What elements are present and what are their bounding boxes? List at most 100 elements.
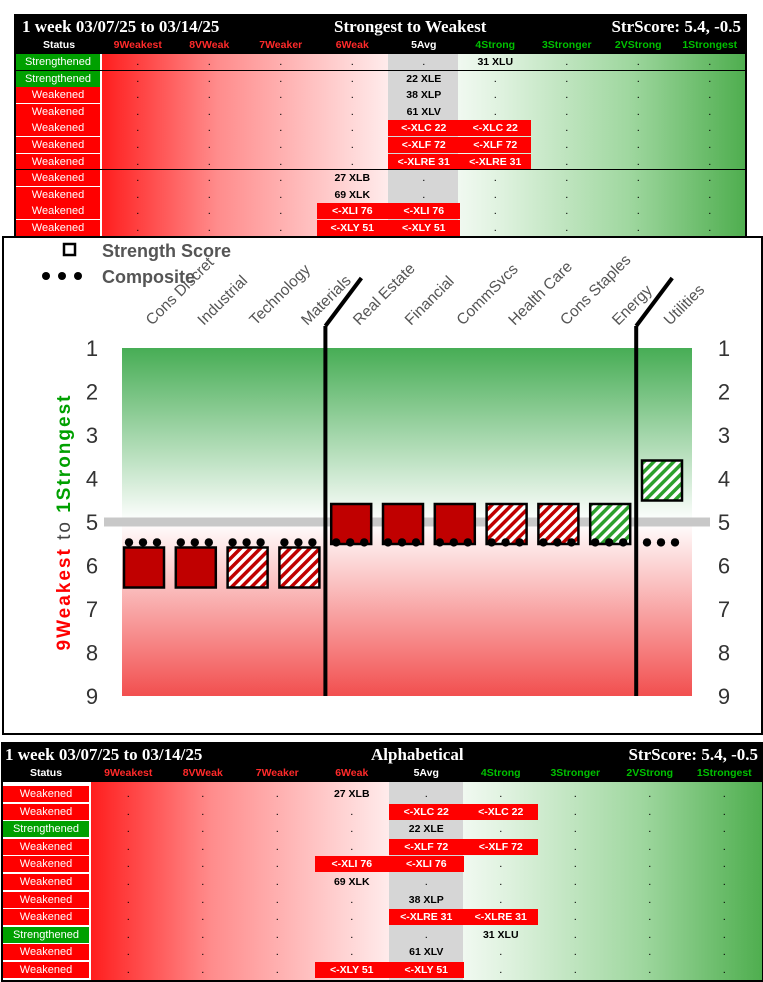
empty-cell-dot: . xyxy=(722,805,726,818)
row-separator xyxy=(16,169,745,171)
etf-cell: <-XLI 76 xyxy=(388,203,460,220)
empty-cell-dot: . xyxy=(565,172,569,185)
empty-cell-dot: . xyxy=(201,823,205,836)
etf-cell: <-XLY 51 xyxy=(388,220,460,236)
empty-cell-dot: . xyxy=(722,964,726,976)
empty-cell-dot: . xyxy=(493,172,497,185)
composite-dot xyxy=(605,538,614,547)
empty-cell-dot: . xyxy=(350,946,354,959)
composite-dot xyxy=(256,538,265,547)
empty-cell-dot: . xyxy=(648,840,652,853)
bottom-table-titlebar: 1 week 03/07/25 to 03/14/25 Alphabetical… xyxy=(3,744,762,766)
y-tick-label-right: 8 xyxy=(718,641,730,666)
status-cell: Weakened xyxy=(3,909,89,926)
composite-dot xyxy=(449,538,458,547)
table-row: Weakened.... <-XLRE 31 <-XLRE 31... xyxy=(16,153,745,171)
empty-cell-dot: . xyxy=(126,858,130,871)
etf-cell: <-XLF 72 xyxy=(389,838,464,855)
empty-cell-dot: . xyxy=(207,188,211,201)
empty-cell-dot: . xyxy=(573,805,577,818)
empty-cell-dot: . xyxy=(648,964,652,976)
empty-cell-dot: . xyxy=(275,893,279,906)
strength-score-box xyxy=(640,459,684,502)
empty-cell-dot: . xyxy=(499,823,503,836)
empty-cell-dot: . xyxy=(708,139,712,151)
empty-cell-dot: . xyxy=(573,911,577,924)
composite-dot xyxy=(642,538,652,547)
empty-cell-dot: . xyxy=(201,805,205,818)
empty-cell-dot: . xyxy=(636,56,640,68)
empty-cell-dot: . xyxy=(279,155,283,168)
empty-cell-dot: . xyxy=(636,172,640,185)
empty-cell-dot: . xyxy=(126,911,130,924)
bottom-table-title-center: Alphabetical xyxy=(371,745,464,764)
empty-cell-dot: . xyxy=(648,876,652,888)
y-tick-label-right: 1 xyxy=(718,336,730,361)
empty-cell-dot: . xyxy=(279,122,283,135)
empty-cell-dot: . xyxy=(648,788,652,800)
status-cell: Weakened xyxy=(3,962,89,978)
etf-cell: 22 XLE xyxy=(408,823,444,836)
empty-cell-dot: . xyxy=(573,823,577,836)
empty-cell-dot: . xyxy=(126,928,130,941)
strong-zone xyxy=(122,348,692,522)
column-header: 8VWeak xyxy=(182,767,223,779)
etf-cell: 27 XLB xyxy=(333,788,370,800)
table-row: Weakened... <-XLI 76 <-XLI 76.... xyxy=(3,856,762,873)
status-cell: Weakened xyxy=(3,786,89,802)
empty-cell-dot: . xyxy=(136,155,140,168)
strength-score-box xyxy=(588,502,632,546)
empty-cell-dot: . xyxy=(201,788,205,800)
composite-dot xyxy=(280,538,289,547)
status-cell: Weakened xyxy=(16,153,100,170)
table-row: Weakened... 27 XLB..... xyxy=(3,786,762,803)
empty-cell-dot: . xyxy=(424,928,428,941)
empty-cell-dot: . xyxy=(422,188,426,201)
top-table-titlebar: 1 week 03/07/25 to 03/14/25 Strongest to… xyxy=(16,16,745,38)
empty-cell-dot: . xyxy=(722,946,726,959)
composite-dot xyxy=(463,538,472,547)
status-cell: Weakened xyxy=(16,220,100,236)
etf-cell: 38 XLP xyxy=(406,89,442,102)
empty-cell-dot: . xyxy=(207,72,211,85)
empty-cell-dot: . xyxy=(573,928,577,941)
etf-cell: <-XLRE 31 xyxy=(459,153,531,170)
status-cell: Weakened xyxy=(16,186,100,203)
strength-score-box xyxy=(381,502,425,546)
status-cell: Weakened xyxy=(16,103,100,120)
empty-cell-dot: . xyxy=(275,858,279,871)
y-tick-label-right: 4 xyxy=(718,467,730,492)
y-tick-label-right: 2 xyxy=(718,380,730,405)
etf-cell: <-XLC 22 xyxy=(388,120,460,137)
column-header: 4Strong xyxy=(480,767,521,779)
empty-cell-dot: . xyxy=(279,105,283,118)
empty-cell-dot: . xyxy=(350,893,354,906)
empty-cell-dot: . xyxy=(722,911,726,924)
category-label: Energy xyxy=(609,282,656,329)
composite-dot xyxy=(332,538,341,547)
empty-cell-dot: . xyxy=(636,155,640,168)
status-cell: Strengthened xyxy=(3,821,89,838)
empty-cell-dot: . xyxy=(279,139,283,151)
empty-cell-dot: . xyxy=(573,788,577,800)
empty-cell-dot: . xyxy=(493,105,497,118)
empty-cell-dot: . xyxy=(708,205,712,218)
empty-cell-dot: . xyxy=(201,858,205,871)
empty-cell-dot: . xyxy=(565,56,569,68)
y-tick-label-left: 1 xyxy=(86,336,98,361)
empty-cell-dot: . xyxy=(565,155,569,168)
empty-cell-dot: . xyxy=(207,222,211,234)
empty-cell-dot: . xyxy=(207,139,211,151)
empty-cell-dot: . xyxy=(565,89,569,102)
etf-cell: 27 XLB xyxy=(334,172,371,185)
column-header: 3Stronger xyxy=(541,39,592,51)
y-tick-label-left: 8 xyxy=(86,641,98,666)
status-cell: Weakened xyxy=(16,137,100,153)
table-row: Weakened.... 38 XLP.... xyxy=(16,87,745,104)
empty-cell-dot: . xyxy=(207,155,211,168)
composite-dot xyxy=(308,538,317,547)
empty-cell-dot: . xyxy=(136,222,140,234)
empty-cell-dot: . xyxy=(201,840,205,853)
empty-cell-dot: . xyxy=(636,205,640,218)
column-header: 2VStrong xyxy=(614,39,662,51)
